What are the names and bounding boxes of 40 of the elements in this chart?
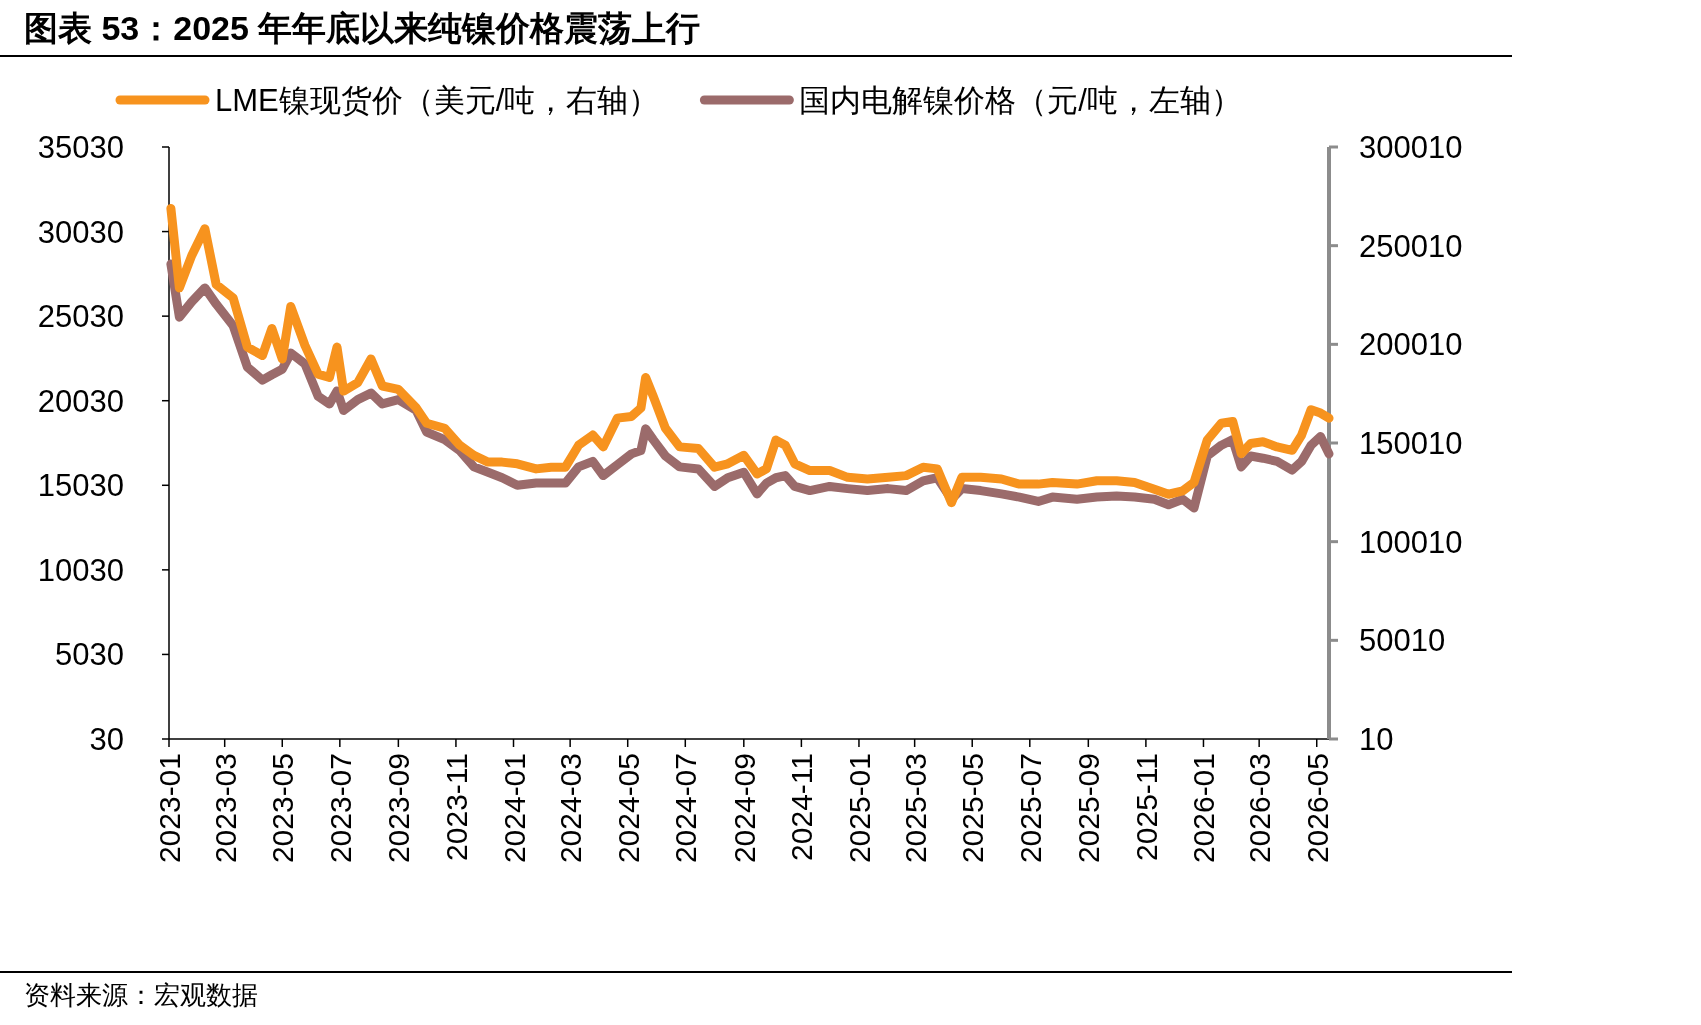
y-tick-label: 35030 [37, 130, 124, 165]
y2-tick-label: 300010 [1359, 130, 1463, 165]
legend-label: LME镍现货价（美元/吨，右轴） [215, 83, 660, 118]
y2-tick-label: 250010 [1359, 228, 1463, 264]
y-tick-label: 5030 [55, 637, 124, 673]
x-tick-label: 2023-07 [323, 753, 357, 864]
x-tick-label: 2024-05 [611, 753, 645, 864]
y2-tick-label: 100010 [1359, 524, 1463, 560]
x-tick-label: 2025-01 [842, 753, 876, 864]
y-tick-label: 10030 [37, 552, 124, 588]
x-tick-label: 2024-07 [669, 753, 703, 864]
text: 资料来源：宏观数据 [24, 980, 258, 1010]
x-tick-label: 2023-03 [208, 753, 242, 864]
y2-tick-label: 10 [1359, 722, 1394, 757]
y2-tick-label: 50010 [1359, 623, 1446, 659]
y2-tick-label: 200010 [1359, 327, 1463, 363]
x-tick-label: 2023-09 [382, 753, 416, 864]
y-tick-label: 30 [89, 722, 124, 757]
chart-title: 图表 53：2025 年年底以来纯镍价格震荡上行 [24, 9, 701, 47]
y-tick-label: 25030 [37, 299, 124, 335]
y-tick-label: 20030 [37, 383, 124, 419]
x-tick-label: 2025-05 [956, 753, 990, 864]
x-tick-label: 2023-05 [266, 753, 300, 864]
x-tick-label: 2023-11 [439, 753, 473, 861]
y-tick-label: 30030 [37, 214, 124, 250]
y2-tick-label: 150010 [1359, 426, 1463, 461]
x-tick-label: 2025-11 [1129, 753, 1163, 861]
x-tick-label: 2024-11 [785, 753, 819, 861]
x-tick-label: 2026-03 [1243, 753, 1277, 864]
x-tick-label: 2025-07 [1013, 753, 1047, 864]
x-tick-label: 2025-03 [898, 753, 932, 864]
x-tick-label: 2025-09 [1072, 753, 1106, 864]
legend-label: 国内电解镍价格（元/吨，左轴） [799, 83, 1242, 118]
x-tick-label: 2026-05 [1300, 753, 1334, 864]
y-tick-label: 15030 [37, 468, 124, 504]
x-tick-label: 2023-01 [153, 753, 186, 864]
x-tick-label: 2026-01 [1187, 753, 1221, 864]
x-tick-label: 2024-01 [497, 753, 531, 864]
x-tick-label: 2024-03 [554, 753, 588, 864]
x-tick-label: 2024-09 [727, 753, 761, 864]
